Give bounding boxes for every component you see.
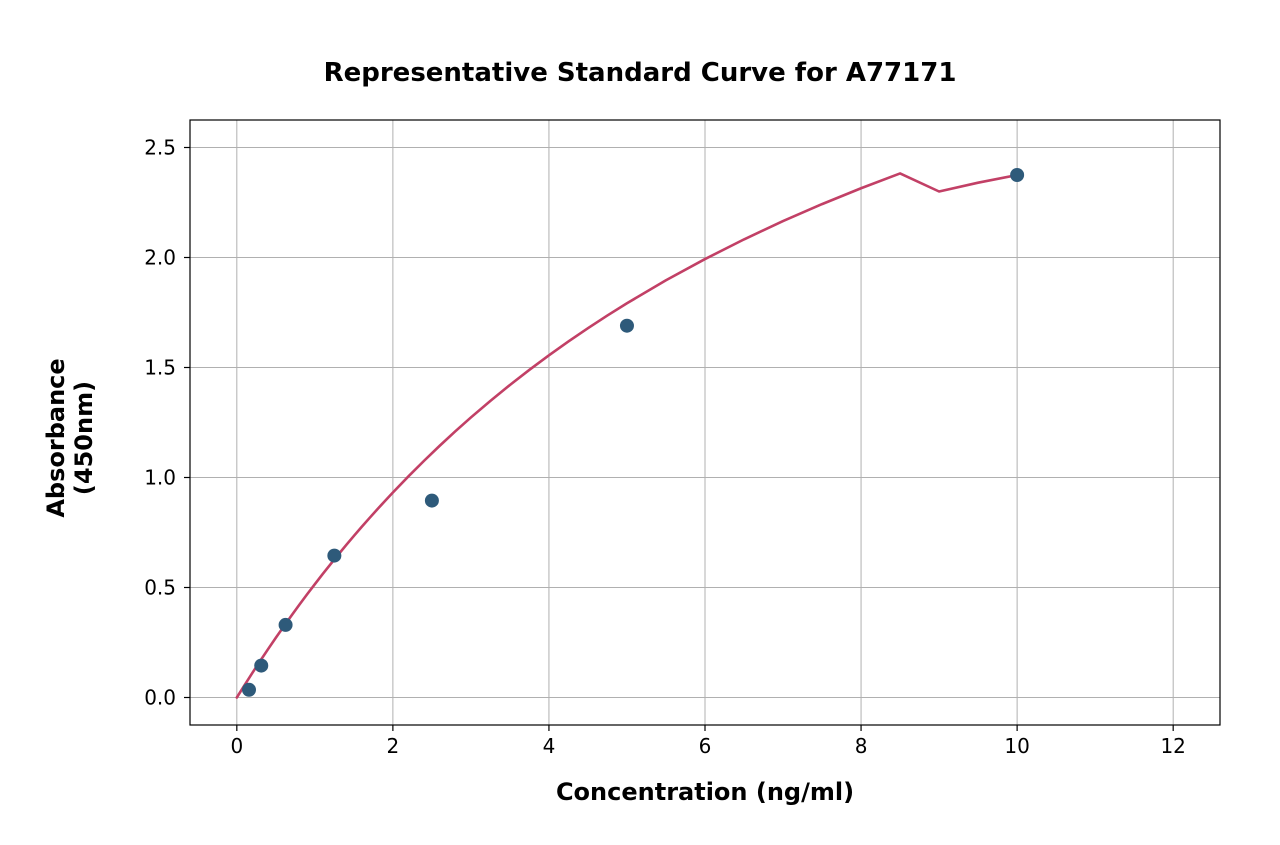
- x-tick-label: 4: [543, 734, 556, 758]
- data-point: [242, 683, 256, 697]
- data-point: [1010, 168, 1024, 182]
- y-tick-label: 0.0: [144, 686, 176, 710]
- chart-container: Representative Standard Curve for A77171…: [0, 0, 1280, 845]
- chart-svg: 0 2 4 6 8 10 12 0.0 0.5 1.0 1.5 2.0 2.5: [0, 0, 1280, 845]
- x-tick-label: 0: [230, 734, 243, 758]
- x-tick-label: 2: [387, 734, 400, 758]
- data-point: [279, 618, 293, 632]
- y-tick-label: 0.5: [144, 576, 176, 600]
- y-tick-label: 1.5: [144, 356, 176, 380]
- data-point: [327, 549, 341, 563]
- data-point: [425, 494, 439, 508]
- data-point: [620, 319, 634, 333]
- y-tick-label: 1.0: [144, 466, 176, 490]
- y-tick-label: 2.5: [144, 136, 176, 160]
- x-tick-label: 8: [855, 734, 868, 758]
- y-tick-label: 2.0: [144, 246, 176, 270]
- x-tick-label: 6: [699, 734, 712, 758]
- data-point: [254, 659, 268, 673]
- x-tick-label: 12: [1160, 734, 1185, 758]
- x-tick-label: 10: [1004, 734, 1029, 758]
